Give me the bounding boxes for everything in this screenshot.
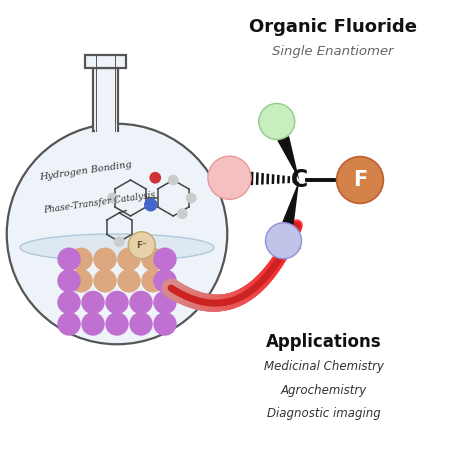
Circle shape: [117, 248, 141, 271]
Circle shape: [186, 193, 197, 203]
Text: Hydrogen Bonding: Hydrogen Bonding: [39, 160, 132, 182]
Circle shape: [105, 312, 129, 336]
Circle shape: [168, 175, 179, 185]
Text: Single Enantiomer: Single Enantiomer: [272, 45, 394, 58]
Circle shape: [153, 312, 177, 336]
Circle shape: [208, 156, 251, 199]
Text: Medicinal Chemistry: Medicinal Chemistry: [264, 360, 384, 373]
Circle shape: [117, 269, 141, 292]
Text: Organic Fluoride: Organic Fluoride: [249, 18, 417, 36]
Circle shape: [149, 172, 161, 184]
Circle shape: [57, 312, 81, 336]
Circle shape: [107, 193, 118, 203]
Circle shape: [128, 232, 155, 259]
Circle shape: [57, 248, 81, 271]
Circle shape: [57, 269, 81, 292]
Circle shape: [93, 269, 117, 292]
Circle shape: [153, 269, 177, 292]
Circle shape: [57, 291, 81, 314]
Circle shape: [153, 291, 177, 314]
Circle shape: [141, 269, 165, 292]
Circle shape: [81, 291, 105, 314]
Polygon shape: [277, 136, 299, 180]
Circle shape: [105, 291, 129, 314]
Circle shape: [259, 104, 295, 140]
Circle shape: [266, 223, 302, 259]
Circle shape: [114, 236, 125, 247]
Circle shape: [337, 157, 383, 203]
Text: F⁻: F⁻: [136, 241, 147, 250]
Circle shape: [81, 312, 105, 336]
Bar: [95, 124, 117, 133]
Circle shape: [93, 248, 117, 271]
Circle shape: [153, 248, 177, 271]
Text: Agrochemistry: Agrochemistry: [281, 384, 367, 396]
Text: Applications: Applications: [266, 333, 382, 351]
Bar: [93, 68, 118, 130]
Circle shape: [129, 291, 153, 314]
Circle shape: [69, 248, 93, 271]
Text: Diagnostic imaging: Diagnostic imaging: [267, 407, 381, 420]
Ellipse shape: [20, 234, 214, 261]
Text: C: C: [291, 168, 308, 192]
Circle shape: [69, 269, 93, 292]
Bar: [85, 55, 126, 68]
Circle shape: [144, 198, 158, 212]
Circle shape: [7, 124, 227, 344]
Text: Phase-Transfer Catalysis: Phase-Transfer Catalysis: [42, 190, 156, 215]
Polygon shape: [282, 180, 299, 225]
Polygon shape: [276, 225, 301, 249]
Circle shape: [177, 208, 188, 219]
Circle shape: [141, 248, 165, 271]
Circle shape: [129, 312, 153, 336]
Text: F: F: [353, 170, 367, 190]
